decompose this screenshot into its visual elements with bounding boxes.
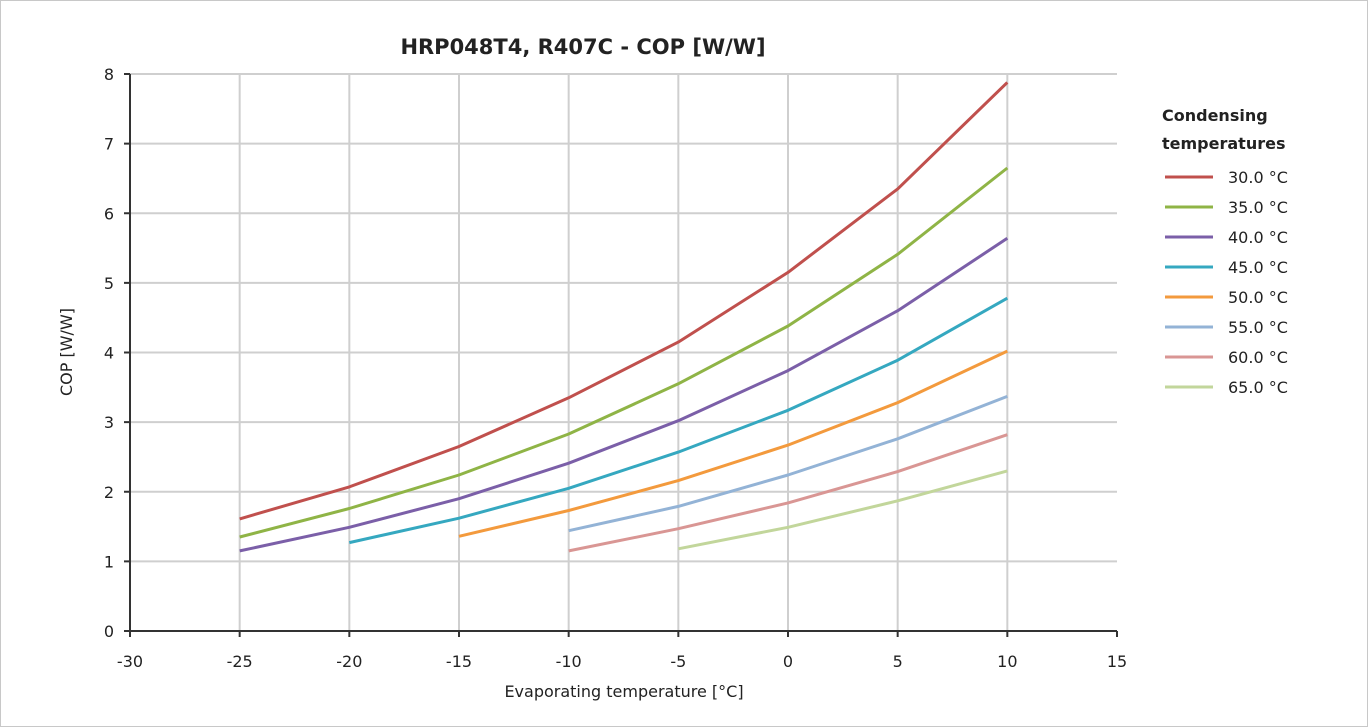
legend-label: 50.0 °C bbox=[1228, 288, 1288, 307]
legend-title-line-2: temperatures bbox=[1162, 134, 1285, 153]
legend-label: 45.0 °C bbox=[1228, 258, 1288, 277]
x-tick-label: -20 bbox=[336, 652, 362, 671]
series-line-1 bbox=[239, 81, 1009, 521]
y-tick-label: 1 bbox=[104, 552, 114, 571]
series-line-4 bbox=[348, 296, 1009, 545]
y-tick-label: 6 bbox=[104, 204, 114, 223]
x-tick-label: -5 bbox=[670, 652, 686, 671]
grid-lines bbox=[130, 73, 1117, 631]
legend-label: 40.0 °C bbox=[1228, 228, 1288, 247]
x-tick-label: 15 bbox=[1107, 652, 1127, 671]
y-tick-label: 8 bbox=[104, 65, 114, 84]
series-line-2 bbox=[239, 166, 1009, 539]
y-tick-labels: 0 1 2 3 4 5 6 7 8 bbox=[104, 65, 114, 641]
x-tick-label: 10 bbox=[997, 652, 1017, 671]
legend-label: 55.0 °C bbox=[1228, 318, 1288, 337]
x-axis-label: Evaporating temperature [°C] bbox=[504, 682, 743, 701]
y-tick-label: 0 bbox=[104, 622, 114, 641]
x-tick-label: -15 bbox=[446, 652, 472, 671]
x-tick-label: -30 bbox=[117, 652, 143, 671]
legend-label: 60.0 °C bbox=[1228, 348, 1288, 367]
y-axis-label: COP [W/W] bbox=[57, 308, 76, 396]
series-line-6 bbox=[568, 395, 1008, 533]
legend-label: 35.0 °C bbox=[1228, 198, 1288, 217]
legend-label: 65.0 °C bbox=[1228, 378, 1288, 397]
series-line-5 bbox=[458, 349, 1008, 538]
x-tick-label: 5 bbox=[893, 652, 903, 671]
y-tick-label: 7 bbox=[104, 135, 114, 154]
series-lines bbox=[239, 81, 1009, 553]
legend-title-line-1: Condensing bbox=[1162, 106, 1268, 125]
x-tick-label: -25 bbox=[227, 652, 253, 671]
legend-items: 30.0 °C 35.0 °C 40.0 °C 45.0 °C 50.0 °C 55.0 … bbox=[1165, 168, 1288, 397]
y-tick-label: 3 bbox=[104, 413, 114, 432]
chart-title: HRP048T4, R407C - COP [W/W] bbox=[400, 35, 765, 59]
series-line-8 bbox=[678, 469, 1008, 551]
y-tick-label: 2 bbox=[104, 483, 114, 502]
legend: Condensing temperatures 30.0 °C 35.0 °C 40… bbox=[1162, 106, 1288, 397]
y-tick-label: 4 bbox=[104, 344, 114, 363]
series-line-3 bbox=[239, 237, 1009, 553]
axes bbox=[124, 73, 1118, 637]
x-tick-labels: -30 -25 -20 -15 -10 -5 0 5 10 15 bbox=[117, 652, 1127, 671]
x-tick-label: -10 bbox=[556, 652, 582, 671]
x-tick-label: 0 bbox=[783, 652, 793, 671]
y-tick-label: 5 bbox=[104, 274, 114, 293]
series-line-7 bbox=[568, 433, 1008, 553]
legend-label: 30.0 °C bbox=[1228, 168, 1288, 187]
